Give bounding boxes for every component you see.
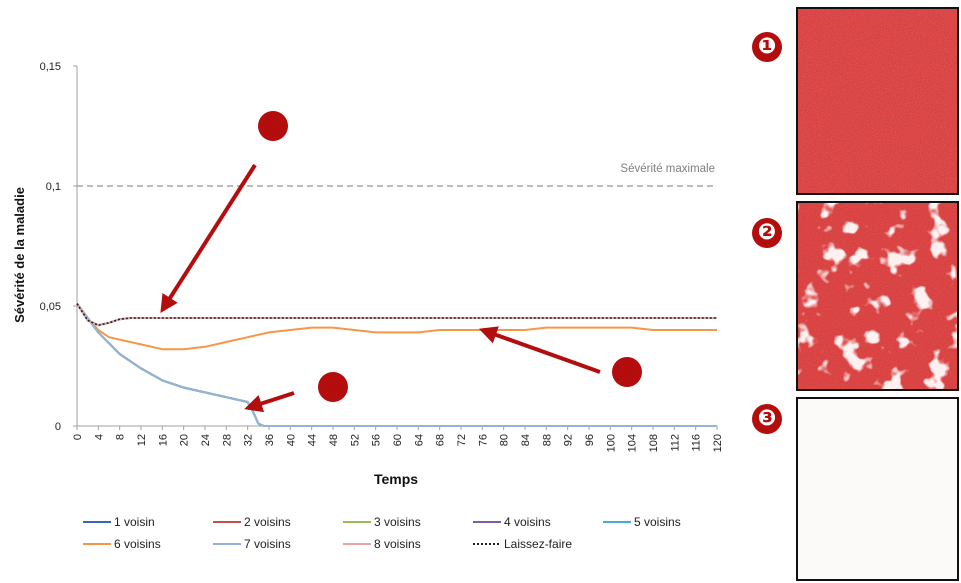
annotation-badge (612, 357, 642, 387)
x-tick-label: 80 (499, 434, 511, 446)
x-tick-label: 64 (413, 434, 425, 446)
legend-label: 7 voisins (244, 537, 291, 551)
series-line-8-voisins (76, 303, 717, 327)
x-tick-label: 28 (221, 434, 233, 446)
y-axis-ticks: 0 0,05 0,1 0,15 (40, 61, 77, 433)
y-tick-label: 0,15 (40, 61, 61, 73)
y-tick-label: 0,1 (46, 181, 61, 193)
y-axis-title: Sévérité de la maladie (12, 187, 27, 323)
severity-line-chart: 00,050,10,15 0 4 8 12 16 20 24 28 32 36 40 44 48 52 56… (12, 61, 724, 551)
x-tick-label: 32 (243, 434, 255, 446)
annotation-arrow (244, 391, 295, 413)
annotation-label: ❸ (324, 376, 343, 401)
x-tick-label: 8 (115, 434, 127, 440)
x-tick-label: 116 (691, 434, 703, 452)
x-tick-label: 96 (584, 434, 596, 446)
panel-3-badge: ❸ (752, 404, 782, 434)
legend-label: 5 voisins (634, 515, 681, 529)
legend-label: 2 voisins (244, 515, 291, 529)
x-axis-title: Temps (374, 471, 418, 487)
x-tick-label: 100 (605, 434, 617, 452)
x-tick-label: 92 (563, 434, 575, 446)
reference-line-label: Sévérité maximale (620, 163, 715, 175)
empty-infection-map (798, 399, 957, 579)
y-tick-label: 0 (55, 421, 61, 433)
uniform-infection-map (798, 9, 957, 193)
x-tick-label: 4 (93, 434, 105, 440)
legend-label: 8 voisins (374, 537, 421, 551)
legend-label: Laissez-faire (504, 537, 572, 551)
series-line-6-voisins (76, 303, 717, 351)
panel-2-badge: ❷ (752, 218, 782, 248)
annotation-label: ❶ (264, 115, 283, 140)
x-tick-label: 68 (435, 434, 447, 446)
x-tick-label: 88 (541, 434, 553, 446)
x-tick-label: 84 (520, 434, 532, 446)
annotation-badge (318, 372, 348, 402)
panel-patchy (796, 201, 959, 391)
x-axis-ticks: 0 4 8 12 16 20 24 28 32 36 40 44 48 52 56 60 64 68 72 76 80 8… (72, 426, 724, 452)
x-tick-label: 44 (307, 434, 319, 446)
panel-1-badge: ❶ (752, 32, 782, 62)
patchy-infection-map (798, 203, 957, 389)
panel-empty (796, 397, 959, 581)
x-tick-label: 52 (349, 434, 361, 446)
x-tick-label: 56 (371, 434, 383, 446)
legend: 1 voisin 2 voisins 3 voisins 4 voisins 5 voi… (83, 515, 681, 551)
x-tick-label: 72 (456, 434, 468, 446)
x-tick-label: 60 (392, 434, 404, 446)
annotation-badge (258, 111, 288, 141)
x-tick-label: 20 (179, 434, 191, 446)
annotation-arrow (160, 163, 257, 314)
x-tick-label: 16 (157, 434, 169, 446)
series-line-7-voisins (76, 303, 717, 427)
x-tick-label: 0 (72, 434, 84, 440)
legend-label: 1 voisin (114, 515, 155, 529)
x-tick-label: 104 (627, 434, 639, 452)
x-tick-label: 108 (648, 434, 660, 452)
x-tick-label: 76 (477, 434, 489, 446)
legend-label: 3 voisins (374, 515, 421, 529)
annotation-arrows: ❶ ❷ ❸ (160, 111, 642, 413)
annotation-label: ❷ (618, 361, 637, 386)
series-line-laissez-faire (76, 303, 717, 327)
x-tick-label: 48 (328, 434, 340, 446)
x-tick-label: 12 (136, 434, 148, 446)
plot-area (76, 66, 717, 427)
legend-label: 6 voisins (114, 537, 161, 551)
x-tick-label: 40 (285, 434, 297, 446)
legend-label: 4 voisins (504, 515, 551, 529)
panel-uniform (796, 7, 959, 195)
x-tick-label: 120 (712, 434, 724, 452)
series-line-4-voisins (76, 303, 717, 327)
x-tick-label: 36 (264, 434, 276, 446)
annotation-arrow (478, 326, 601, 374)
x-tick-label: 112 (669, 434, 681, 452)
y-tick-label: 0,05 (40, 301, 61, 313)
x-tick-label: 24 (200, 434, 212, 446)
